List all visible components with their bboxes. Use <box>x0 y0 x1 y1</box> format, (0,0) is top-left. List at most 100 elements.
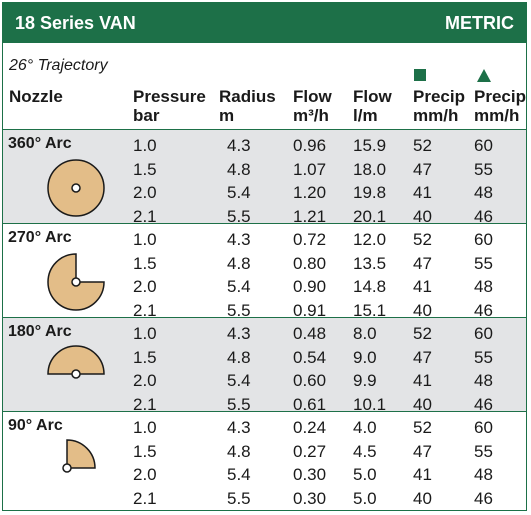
table-cell: 20.1 <box>353 206 387 226</box>
units-label: METRIC <box>445 13 514 33</box>
table-cell: 47 <box>413 347 432 367</box>
table-cell: 1.0 <box>133 230 157 249</box>
table-cell: 1.5 <box>133 347 157 367</box>
table-cell: 5.4 <box>227 371 251 390</box>
table-row: 1.5 4.8 0.27 4.5 47 55 <box>3 442 526 465</box>
table-cell: 1.0 <box>133 136 157 155</box>
triangle-spacing-icon <box>477 69 491 82</box>
three-quarter-circle-nozzle-icon <box>47 253 105 311</box>
table-cell: 55 <box>474 347 493 367</box>
table-cell: 1.0 <box>133 324 157 343</box>
table-cell: 41 <box>413 277 432 296</box>
table-cell: 0.91 <box>293 300 327 320</box>
table-cell: 5.5 <box>227 300 251 320</box>
table-cell: 1.5 <box>133 253 157 273</box>
full-circle-nozzle-icon <box>47 159 105 217</box>
table-cell: 46 <box>474 300 493 320</box>
table-row: 1.0 4.3 0.48 8.0 52 60 <box>3 324 526 347</box>
square-spacing-icon <box>414 69 426 81</box>
table-cell: 4.5 <box>353 441 377 461</box>
table-header: 26° Trajectory Nozzle Pressure bar Radiu… <box>3 43 526 129</box>
table-row: 2.0 5.4 0.60 9.9 41 48 <box>3 371 526 394</box>
header-pressure: Pressure bar <box>133 87 206 125</box>
table-cell: 46 <box>474 394 493 414</box>
table-cell: 8.0 <box>353 324 377 343</box>
header-flow-lm: Flow l/m <box>353 87 392 125</box>
table-cell: 4.3 <box>227 418 251 437</box>
table-cell: 2.1 <box>133 206 157 226</box>
table-cell: 40 <box>413 394 432 414</box>
table-cell: 13.5 <box>353 253 387 273</box>
table-cell: 2.0 <box>133 183 157 202</box>
table-cell: 1.5 <box>133 441 157 461</box>
header-precip-triangle: Precip mm/h <box>474 87 526 125</box>
table-cell: 4.8 <box>227 441 251 461</box>
table-cell: 4.8 <box>227 253 251 273</box>
table-cell: 0.90 <box>293 277 327 296</box>
table-cell: 4.3 <box>227 230 251 249</box>
table-cell: 1.21 <box>293 206 327 226</box>
table-cell: 40 <box>413 488 432 508</box>
table-cell: 52 <box>413 324 432 343</box>
arc-label: 180° Arc <box>8 323 72 340</box>
table-cell: 0.48 <box>293 324 327 343</box>
arc-group: 360° Arc 1.0 4.3 0.96 15.9 52 60 1.5 4.8 1.07 18.0… <box>3 129 526 226</box>
arc-group: 180° Arc 1.0 4.3 0.48 8.0 52 60 1.5 4.8 0.54 9.0 47… <box>3 317 526 414</box>
nozzle-performance-table: 18 Series VAN METRIC 26° Trajectory Nozz… <box>2 2 527 511</box>
table-cell: 55 <box>474 253 493 273</box>
table-cell: 2.0 <box>133 371 157 390</box>
table-cell: 0.96 <box>293 136 327 155</box>
table-cell: 5.5 <box>227 394 251 414</box>
table-row: 1.0 4.3 0.72 12.0 52 60 <box>3 230 526 253</box>
table-cell: 14.8 <box>353 277 387 296</box>
half-circle-nozzle-icon <box>47 345 105 379</box>
table-cell: 47 <box>413 441 432 461</box>
table-cell: 48 <box>474 465 493 484</box>
table-cell: 2.1 <box>133 300 157 320</box>
table-cell: 1.0 <box>133 418 157 437</box>
table-cell: 9.0 <box>353 347 377 367</box>
table-cell: 52 <box>413 230 432 249</box>
table-cell: 1.20 <box>293 183 327 202</box>
table-cell: 41 <box>413 371 432 390</box>
table-cell: 52 <box>413 418 432 437</box>
table-row: 1.5 4.8 0.80 13.5 47 55 <box>3 254 526 277</box>
header-precip-square: Precip mm/h <box>413 87 465 125</box>
table-cell: 60 <box>474 230 493 249</box>
table-cell: 48 <box>474 371 493 390</box>
table-cell: 10.1 <box>353 394 387 414</box>
table-cell: 0.60 <box>293 371 327 390</box>
title-bar: 18 Series VAN METRIC <box>3 3 526 43</box>
table-cell: 4.8 <box>227 159 251 179</box>
table-cell: 12.0 <box>353 230 387 249</box>
table-row: 1.0 4.3 0.96 15.9 52 60 <box>3 136 526 159</box>
table-cell: 5.4 <box>227 183 251 202</box>
table-cell: 5.0 <box>353 488 377 508</box>
table-cell: 41 <box>413 465 432 484</box>
table-row: 2.1 5.5 0.30 5.0 40 46 <box>3 489 526 512</box>
table-row: 1.5 4.8 0.54 9.0 47 55 <box>3 348 526 371</box>
table-cell: 4.3 <box>227 136 251 155</box>
table-cell: 47 <box>413 159 432 179</box>
table-cell: 9.9 <box>353 371 377 390</box>
header-radius: Radius m <box>219 87 276 125</box>
table-cell: 4.3 <box>227 324 251 343</box>
table-cell: 0.30 <box>293 488 327 508</box>
table-cell: 46 <box>474 206 493 226</box>
table-cell: 19.8 <box>353 183 387 202</box>
table-cell: 40 <box>413 206 432 226</box>
table-cell: 60 <box>474 418 493 437</box>
table-cell: 0.24 <box>293 418 327 437</box>
arc-label: 90° Arc <box>8 417 63 434</box>
table-row: 2.0 5.4 1.20 19.8 41 48 <box>3 183 526 206</box>
table-cell: 52 <box>413 136 432 155</box>
table-cell: 5.0 <box>353 465 377 484</box>
table-row: 2.1 5.5 1.21 20.1 40 46 <box>3 207 526 230</box>
table-cell: 2.1 <box>133 394 157 414</box>
table-cell: 5.5 <box>227 488 251 508</box>
table-row: 2.1 5.5 0.91 15.1 40 46 <box>3 301 526 324</box>
arc-label: 270° Arc <box>8 229 72 246</box>
table-cell: 5.5 <box>227 206 251 226</box>
table-cell: 15.1 <box>353 300 387 320</box>
table-cell: 0.27 <box>293 441 327 461</box>
